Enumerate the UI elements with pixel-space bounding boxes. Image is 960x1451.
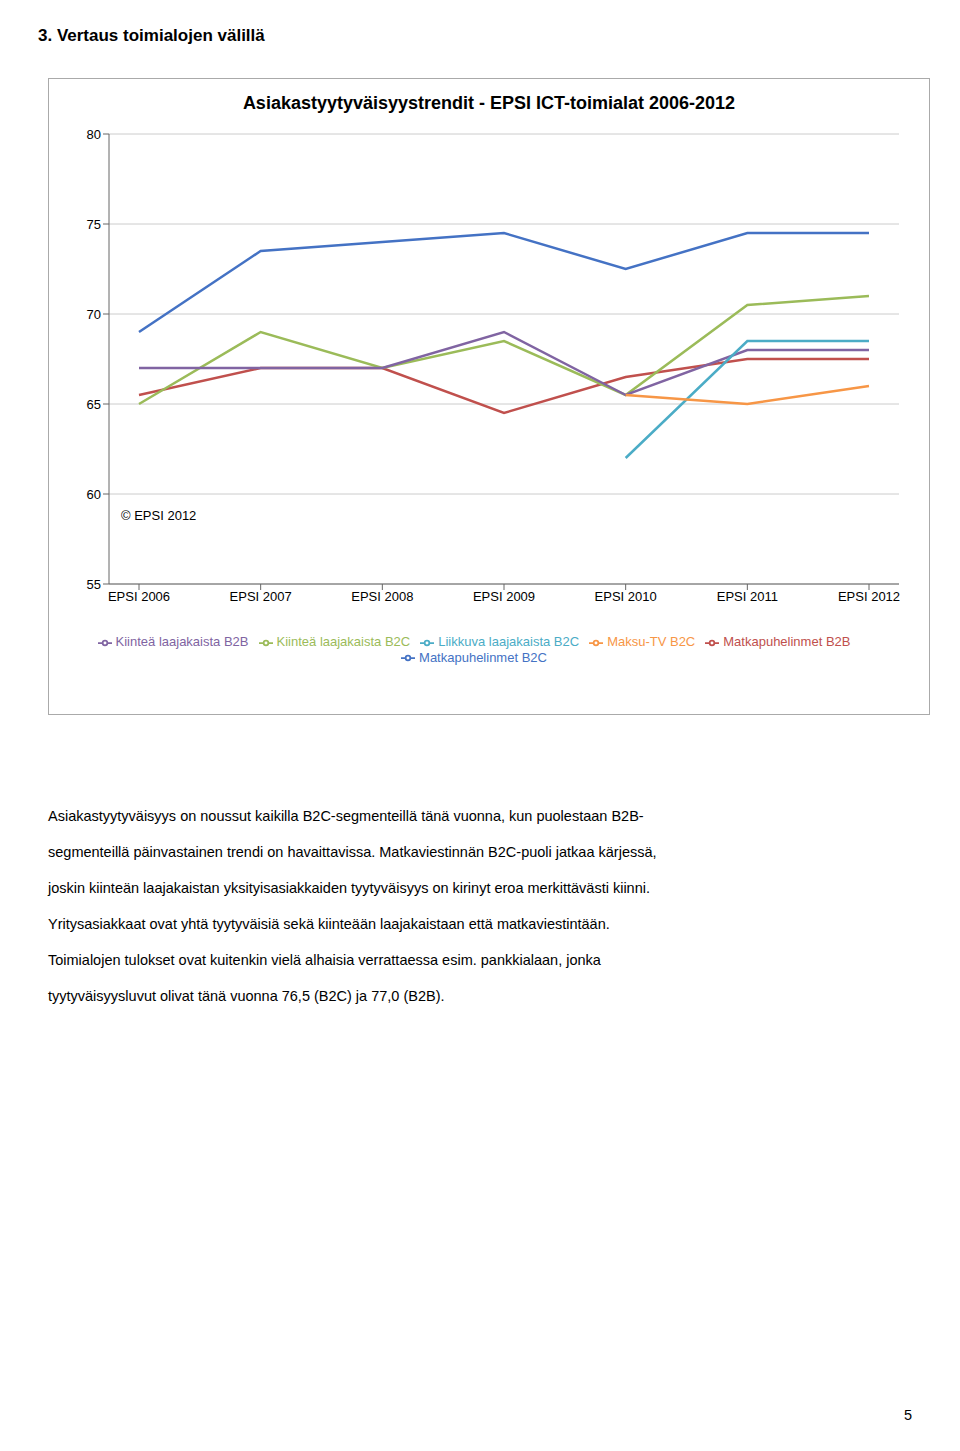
html-text:Asiakastyytyväisyys on noussut: Asiakastyytyväisyys on noussut kaikilla … — [48, 808, 644, 824]
html-text:Kiinteä laajakaista B2C: Kiinteä laajakaista B2C — [276, 634, 411, 649]
html-text:Asiakastyytyväisyystrendit - E: Asiakastyytyväisyystrendit - EPSI ICT-to… — [242, 93, 736, 113]
svg-text:65: 65 — [87, 397, 101, 412]
svg-text:70: 70 — [87, 307, 101, 322]
svg-text:EPSI 2010: EPSI 2010 — [595, 589, 657, 604]
html-text:Toimialojen tulokset ovat kuit: Toimialojen tulokset ovat kuitenkin viel… — [48, 952, 601, 968]
html-text:tyytyväisyysluvut olivat tänä: tyytyväisyysluvut olivat tänä vuonna 76,… — [48, 988, 445, 1004]
svg-text:60: 60 — [87, 487, 101, 502]
html-text:segmenteillä päinvastainen tre: segmenteillä päinvastainen trendi on hav… — [48, 844, 657, 860]
html-text:Matkapuhelinmet B2B: Matkapuhelinmet B2B — [723, 634, 851, 649]
svg-text:55: 55 — [87, 577, 101, 592]
svg-text:75: 75 — [87, 217, 101, 232]
svg-text:EPSI 2011: EPSI 2011 — [717, 589, 778, 604]
svg-text:EPSI 2012: EPSI 2012 — [838, 589, 900, 604]
html-text:Yritysasiakkaat ovat yhtä tyyt: Yritysasiakkaat ovat yhtä tyytyväisiä se… — [48, 916, 610, 932]
svg-text:80: 80 — [87, 127, 101, 142]
html-text:Kiinteä laajakaista B2B: Kiinteä laajakaista B2B — [115, 634, 249, 649]
html-text:Matkapuhelinmet B2C: Matkapuhelinmet B2C — [419, 649, 547, 665]
html-text:© EPSI 2012: © EPSI 2012 — [121, 507, 197, 523]
html-text:joskin kiinteän laajakaistan y: joskin kiinteän laajakaistan yksityisasi… — [48, 880, 650, 896]
svg-text:EPSI 2008: EPSI 2008 — [351, 589, 413, 604]
html-text:Liikkuva laajakaista B2C: Liikkuva laajakaista B2C — [438, 634, 580, 649]
svg-text:EPSI 2007: EPSI 2007 — [230, 589, 292, 604]
svg-text:EPSI 2009: EPSI 2009 — [473, 589, 535, 604]
html-text:Maksu-TV B2C: Maksu-TV B2C — [607, 634, 696, 649]
html-text:5: 5 — [903, 1407, 912, 1423]
html-text:3. Vertaus toimialojen välillä: 3. Vertaus toimialojen välillä — [38, 26, 265, 45]
svg-text:EPSI 2006: EPSI 2006 — [108, 589, 170, 604]
